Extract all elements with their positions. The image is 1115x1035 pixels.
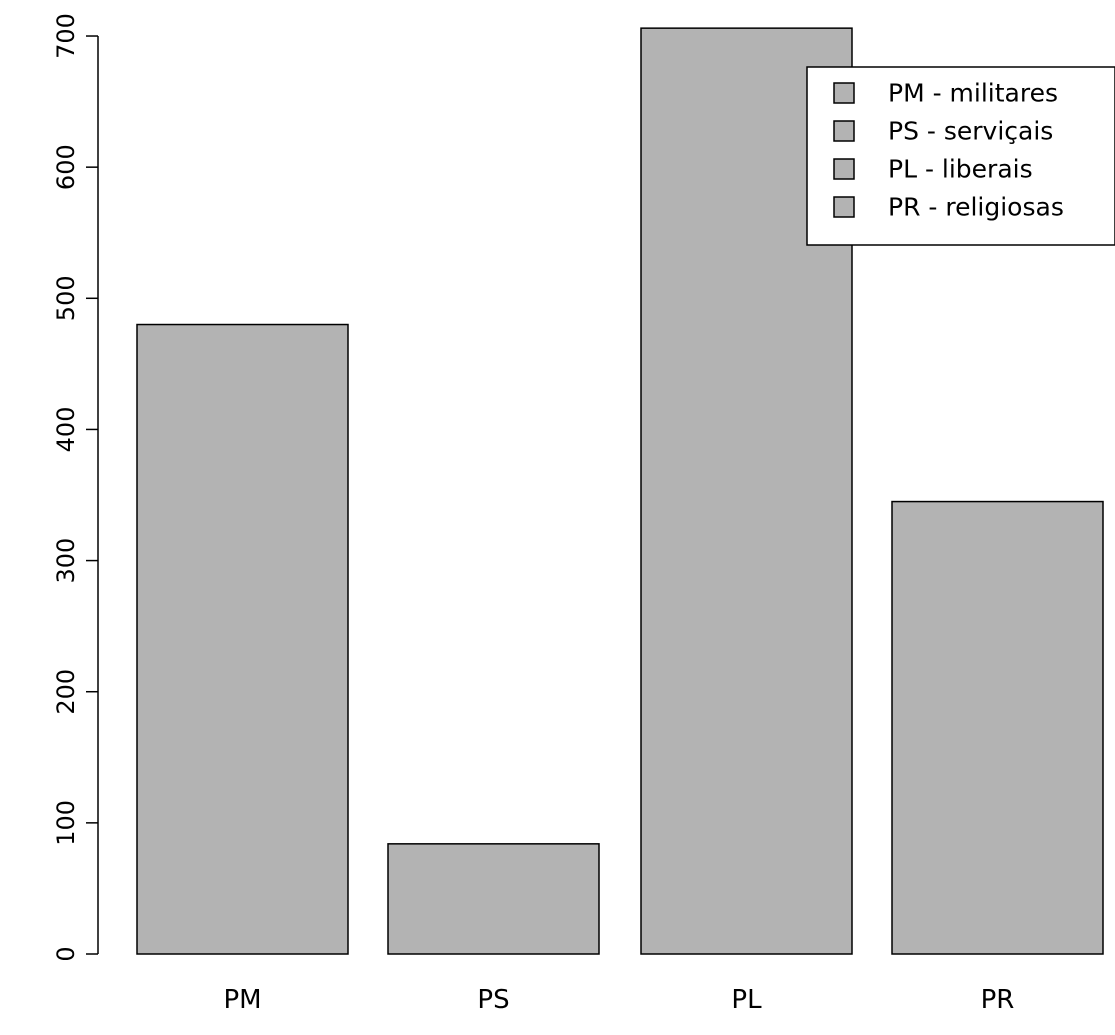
category-label: PS bbox=[477, 985, 509, 1015]
bar-pm bbox=[136, 323, 349, 955]
legend-box bbox=[806, 66, 1115, 246]
legend-swatch bbox=[833, 120, 855, 142]
y-tick-label: 400 bbox=[52, 407, 80, 453]
category-label: PR bbox=[981, 985, 1015, 1015]
bar-ps bbox=[387, 843, 600, 955]
legend-swatch bbox=[833, 196, 855, 218]
y-tick-label: 500 bbox=[52, 275, 80, 321]
y-tick-label: 200 bbox=[52, 669, 80, 715]
legend: PM - militares PS - serviçais PL - liberai… bbox=[806, 66, 1115, 246]
legend-entry-label: PL - liberais bbox=[888, 155, 1033, 184]
category-label: PL bbox=[731, 985, 762, 1015]
y-tick-label: 300 bbox=[52, 538, 80, 584]
legend-entry-label: PS - serviçais bbox=[888, 117, 1053, 146]
category-label: PM bbox=[223, 985, 261, 1015]
bar-pr bbox=[891, 500, 1104, 955]
legend-swatch bbox=[833, 82, 855, 104]
category-labels: PM PS PL PR bbox=[223, 985, 1014, 1015]
y-tick-label: 700 bbox=[52, 13, 80, 59]
y-axis: 0 100 200 300 400 500 600 700 bbox=[52, 13, 99, 962]
bars bbox=[136, 27, 1104, 955]
y-tick-label: 100 bbox=[52, 800, 80, 846]
y-tick-label: 0 bbox=[52, 946, 80, 961]
legend-entry-label: PM - militares bbox=[888, 79, 1058, 108]
legend-entry-label: PR - religiosas bbox=[888, 193, 1064, 222]
legend-swatch bbox=[833, 158, 855, 180]
y-tick-label: 600 bbox=[52, 144, 80, 190]
